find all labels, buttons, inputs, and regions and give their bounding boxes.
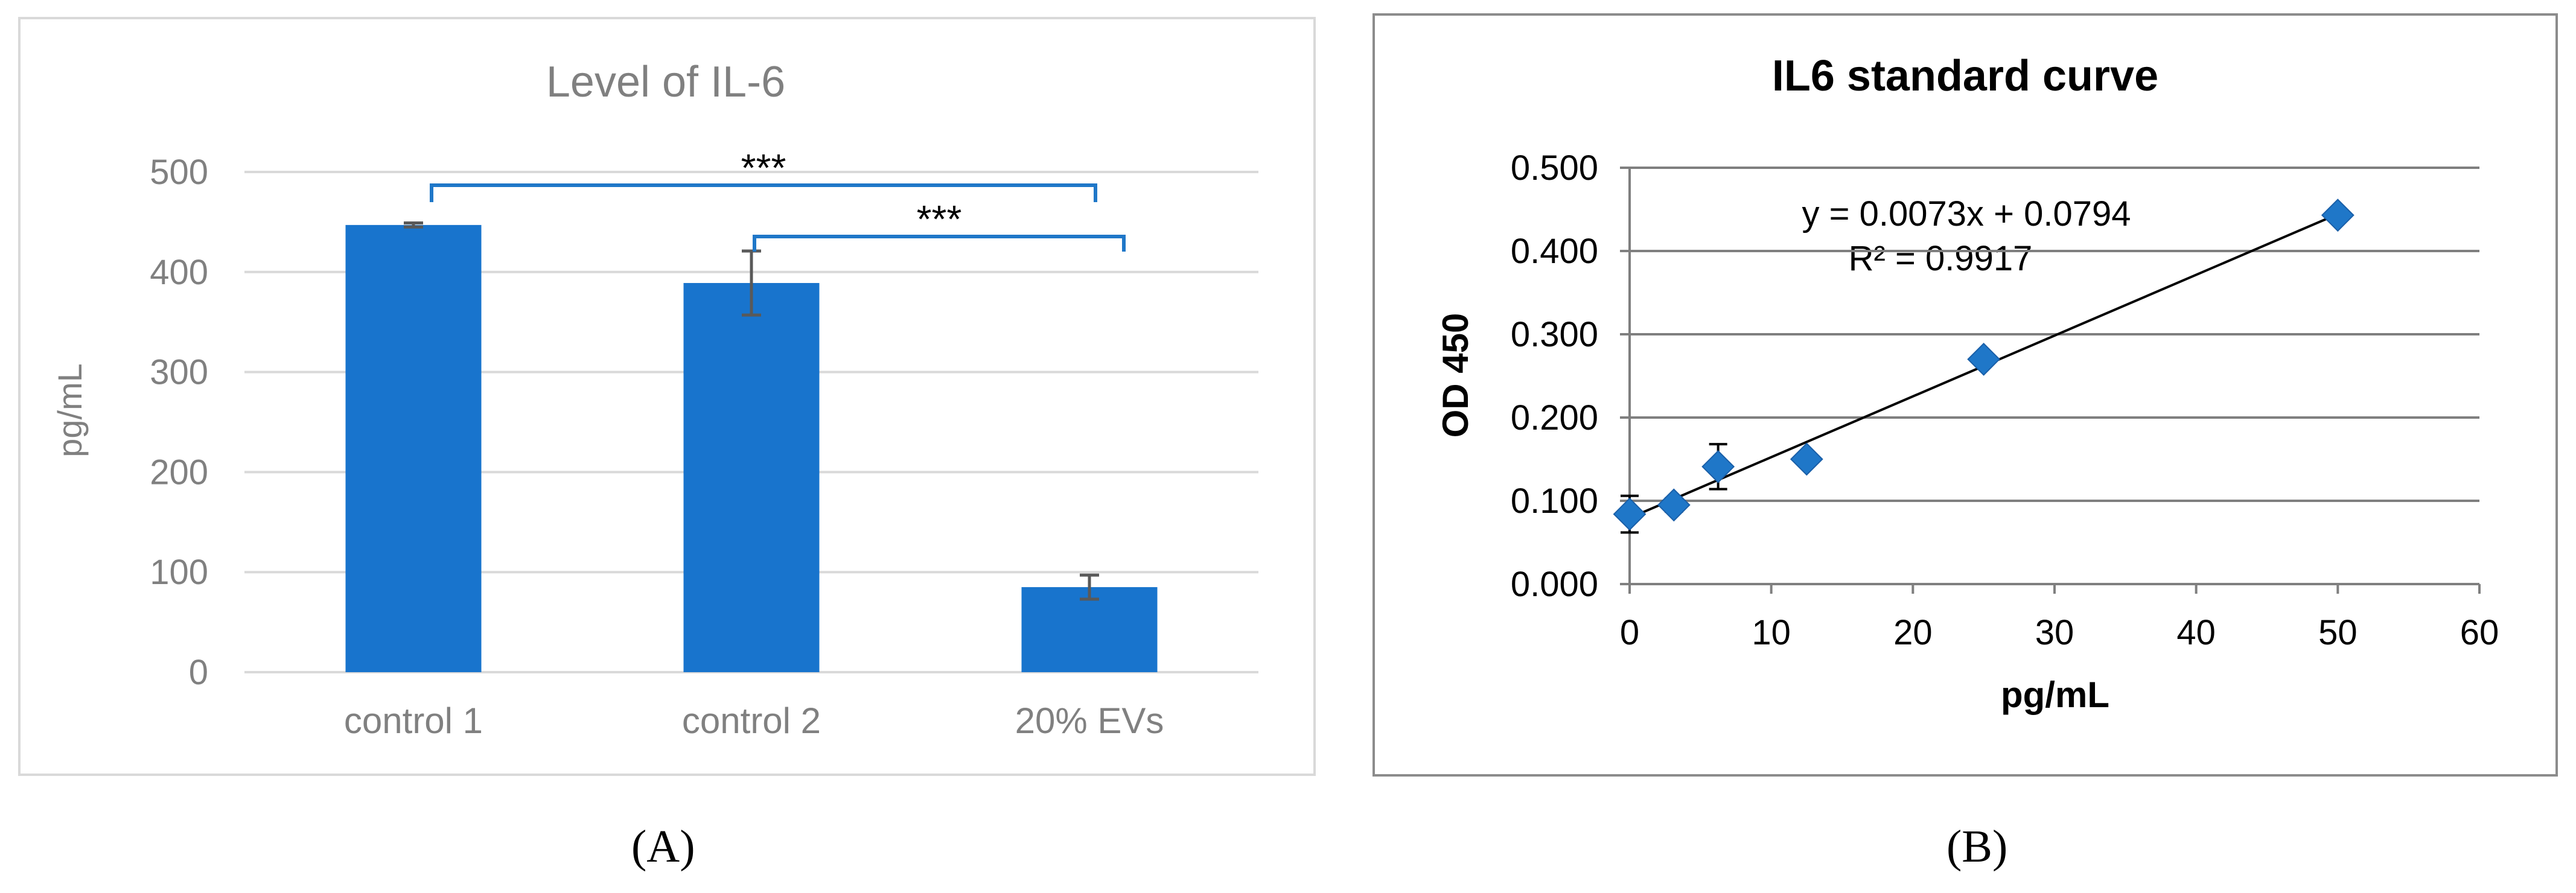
panel-label-b: (B) (1946, 821, 2008, 872)
panel-a-frame (18, 17, 1316, 776)
chart-a-ylabel: pg/mL (51, 363, 89, 457)
y-tick-label: 0.300 (1511, 315, 1598, 354)
x-tick-label: control 2 (682, 701, 821, 741)
x-tick-label: 50 (2318, 613, 2358, 652)
data-point-marker (1701, 450, 1735, 483)
data-point-marker (1967, 342, 2001, 376)
x-tick-label: 20% EVs (1015, 701, 1164, 741)
y-tick-label: 100 (150, 553, 208, 592)
significance-bracket (430, 183, 1097, 202)
y-tick-label: 0.000 (1511, 565, 1598, 604)
significance-label: *** (741, 146, 786, 189)
y-tick-label: 0 (189, 653, 208, 692)
bar (683, 283, 820, 673)
x-tick-label: control 1 (344, 701, 483, 741)
panel-b-frame (1372, 13, 2558, 777)
significance-bracket (753, 235, 1126, 252)
chart-b-ylabel: OD 450 (1435, 313, 1476, 438)
x-tick-label: 40 (2176, 613, 2216, 652)
chart-a-title: Level of IL-6 (546, 58, 785, 106)
trendline-equation: y = 0.0073x + 0.0794 (1802, 194, 2131, 234)
x-tick-label: 30 (2035, 613, 2074, 652)
x-tick-label: 0 (1620, 613, 1639, 652)
y-tick-label: 0.500 (1511, 148, 1598, 188)
data-point-marker (2321, 199, 2354, 232)
data-point-marker (1657, 488, 1691, 522)
bar (345, 224, 482, 672)
chart-b-xlabel: pg/mL (2001, 675, 2109, 715)
significance-label: *** (917, 197, 962, 241)
x-tick-label: 10 (1752, 613, 1791, 652)
bar (1021, 587, 1158, 672)
y-tick-label: 500 (150, 153, 208, 192)
trendline-r-squared: R² = 0.9917 (1849, 239, 2033, 278)
y-tick-label: 400 (150, 253, 208, 292)
x-tick-label: 20 (1893, 613, 1933, 652)
y-tick-label: 0.400 (1511, 232, 1598, 271)
data-point-marker (1613, 497, 1647, 531)
x-tick-label: 60 (2460, 613, 2499, 652)
y-tick-label: 300 (150, 353, 208, 392)
y-tick-label: 0.200 (1511, 398, 1598, 437)
chart-b-title: IL6 standard curve (1772, 52, 2158, 100)
y-tick-label: 0.100 (1511, 481, 1598, 521)
panel-label-a: (A) (631, 821, 695, 872)
data-point-marker (1790, 442, 1823, 476)
y-tick-label: 200 (150, 453, 208, 492)
